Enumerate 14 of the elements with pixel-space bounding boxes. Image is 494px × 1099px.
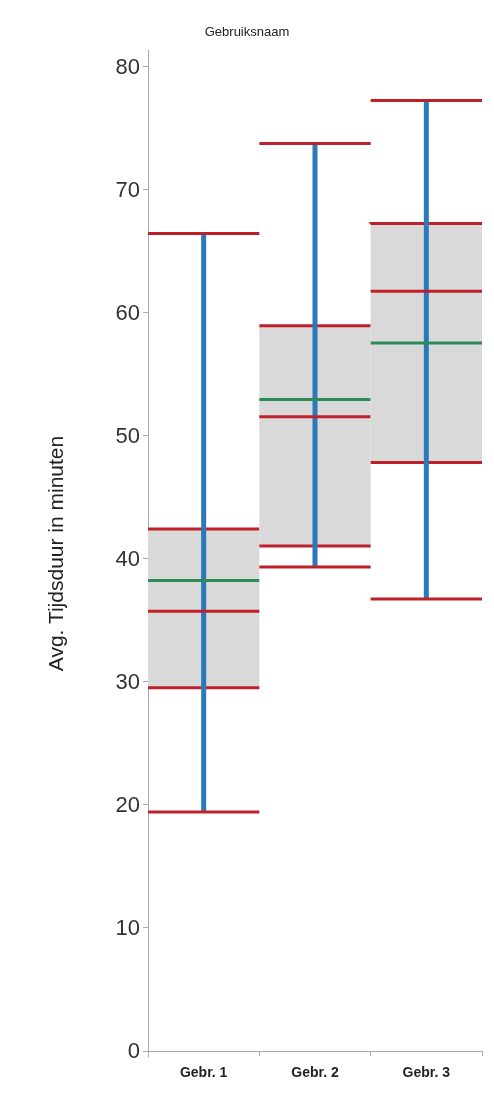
y-tick-label: 40 xyxy=(115,545,140,571)
y-tick-label: 30 xyxy=(115,669,140,695)
x-tick-label: Gebr. 3 xyxy=(402,1064,451,1080)
y-tick-label: 80 xyxy=(115,53,140,79)
y-tick-label: 10 xyxy=(115,915,140,941)
y-tick-label: 50 xyxy=(115,422,140,448)
y-tick-label: 20 xyxy=(115,792,140,818)
chart-title: Gebruiksnaam xyxy=(204,24,290,39)
y-tick-label: 0 xyxy=(127,1038,140,1064)
y-tick-label: 70 xyxy=(115,176,140,202)
x-tick-label: Gebr. 2 xyxy=(291,1064,339,1080)
y-axis-title: Avg. Tijdsduur in minuten xyxy=(44,435,67,672)
y-tick-label: 60 xyxy=(115,299,140,325)
x-tick-label: Gebr. 1 xyxy=(179,1064,228,1080)
